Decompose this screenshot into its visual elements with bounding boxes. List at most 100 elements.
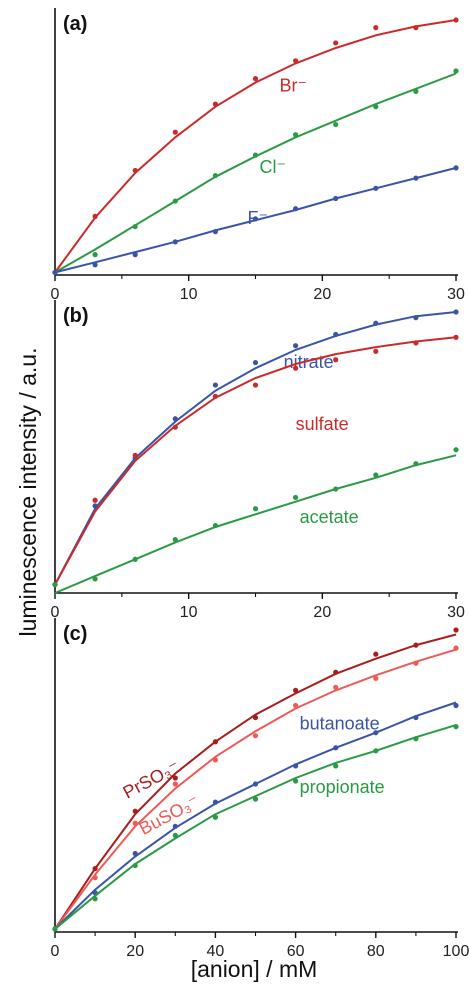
data-point [333,121,339,128]
x-tick-label: 0 [51,286,60,303]
data-point [413,88,419,94]
data-point [92,865,98,872]
data-point [293,763,299,769]
fit-line [54,724,457,930]
fit-line [54,72,457,274]
data-point [293,365,299,371]
data-point [132,252,138,258]
data-point [172,424,178,430]
panel-label: (c) [63,623,87,645]
data-point [373,25,379,31]
data-point [333,486,339,492]
data-point [333,745,339,751]
data-point [333,669,339,675]
data-point [172,198,178,204]
data-point [172,781,178,787]
data-point [92,896,98,902]
data-point [453,645,459,651]
data-point [252,216,259,222]
data-point [92,503,98,509]
data-point [92,252,98,258]
data-point [293,206,299,212]
data-point [252,359,259,366]
data-point [132,223,138,230]
data-point [212,229,218,235]
data-point [413,642,419,648]
data-point [293,778,299,784]
data-point [92,875,98,881]
series-3: propionate [52,724,459,932]
x-axis-title: [anion] / mM [191,956,318,982]
fit-line [54,454,457,594]
data-point [172,129,178,135]
data-point [373,320,379,326]
data-point [333,357,339,363]
data-point [172,239,178,245]
data-point [373,185,379,191]
series-label: Cl⁻ [260,157,287,177]
data-point [413,25,419,31]
data-point [453,165,459,171]
data-point [172,416,178,422]
x-tick-label: 100 [443,943,469,960]
data-point [252,733,259,739]
data-point [132,820,138,826]
data-point [252,382,259,388]
series-2: butanoate [52,701,459,932]
data-point [293,132,299,138]
data-point [212,172,218,179]
data-point [293,687,299,694]
data-point [212,393,218,399]
data-point [52,269,58,276]
data-point [333,331,339,338]
fit-line [54,633,457,930]
panel-1: 0 10 20 30 (a) Br⁻ Cl⁻ F⁻ [51,8,465,303]
x-tick-label: 80 [367,943,385,960]
x-tick-label: 20 [126,943,144,960]
series-0: PrSO₃⁻ [52,627,459,932]
data-point [212,799,218,805]
series-label: acetate [300,507,359,527]
series-0: nitrate [52,309,459,588]
data-point [373,348,379,354]
data-point [172,832,178,838]
fit-line [54,336,457,586]
data-point [373,675,379,681]
data-point [132,452,138,458]
y-axis-title: luminescence intensity / a.u. [15,348,41,637]
chart-panels: 0 10 20 30 (a) Br⁻ Cl⁻ F⁻ 0 10 20 30 (b) nitrate sulfa… [51,8,469,960]
series-label: sulfate [296,414,349,434]
data-point [413,461,419,467]
data-point [453,68,459,74]
data-point [92,213,98,219]
data-point [132,167,138,174]
series-1: sulfate [52,334,459,588]
x-tick-label: 10 [180,286,198,303]
data-point [453,17,459,23]
data-point [172,775,178,781]
data-point [413,315,419,321]
series-1: Cl⁻ [52,68,459,276]
data-point [293,58,299,64]
x-tick-label: 20 [313,286,331,303]
data-point [413,340,419,346]
data-point [413,736,419,742]
data-point [293,494,299,501]
data-point [373,472,379,478]
series-label: F⁻ [247,208,267,228]
x-tick-label: 20 [313,604,331,621]
panel-2: 0 10 20 30 (b) nitrate sulfate acetate [51,300,465,621]
data-point [212,739,218,745]
x-tick-label: 30 [447,604,465,621]
data-point [453,627,459,633]
data-point [252,796,259,802]
data-point [373,104,379,110]
series-label: Br⁻ [280,75,308,95]
data-point [172,537,178,543]
data-point [453,702,459,709]
data-point [212,382,218,388]
series-1: BuSO₃⁻ [52,645,459,932]
data-point [92,497,98,503]
data-point [453,724,459,730]
